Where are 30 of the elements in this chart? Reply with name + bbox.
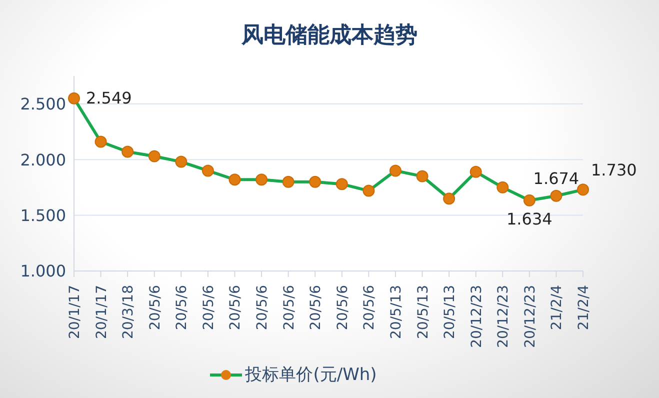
x-tick-label: 20/1/17	[94, 285, 110, 339]
x-tick-label: 20/5/6	[308, 284, 324, 330]
data-label: 2.549	[86, 88, 132, 108]
legend-label: 投标单价(元/Wh)	[245, 364, 377, 386]
x-tick-label: 20/5/13	[415, 285, 432, 339]
x-tick-label: 20/5/13	[442, 285, 458, 339]
x-tick-label: 20/5/6	[174, 284, 190, 330]
x-tick-label: 20/12/23	[522, 285, 538, 348]
x-tick-label: 20/5/6	[334, 284, 351, 330]
y-tick-label: 1.500	[20, 206, 66, 225]
y-tick-label: 2.000	[20, 150, 66, 170]
x-tick-label: 21/2/4	[549, 284, 566, 330]
x-tick-label: 20/5/6	[254, 284, 271, 330]
x-tick-label: 20/5/6	[147, 284, 164, 330]
x-tick-label: 20/12/23	[468, 285, 485, 348]
chart-title: 风电储能成本趋势	[240, 22, 418, 50]
x-tick-label: 20/3/18	[120, 285, 137, 339]
x-tick-label: 20/5/6	[200, 284, 217, 330]
x-tick-label: 20/5/13	[388, 285, 404, 339]
x-tick-label: 20/12/23	[496, 285, 512, 348]
x-tick-label: 20/5/6	[281, 284, 298, 330]
x-tick-label: 20/5/6	[228, 284, 244, 330]
x-tick-label: 21/2/4	[576, 284, 592, 330]
x-tick-label: 20/1/17	[67, 285, 83, 339]
x-tick-label: 20/5/6	[362, 284, 378, 330]
data-label: 1.674	[533, 168, 580, 188]
y-tick-label: 1.000	[20, 262, 66, 281]
data-label: 1.730	[591, 160, 637, 180]
y-tick-label: 2.500	[20, 94, 66, 114]
data-label: 1.634	[506, 209, 552, 228]
